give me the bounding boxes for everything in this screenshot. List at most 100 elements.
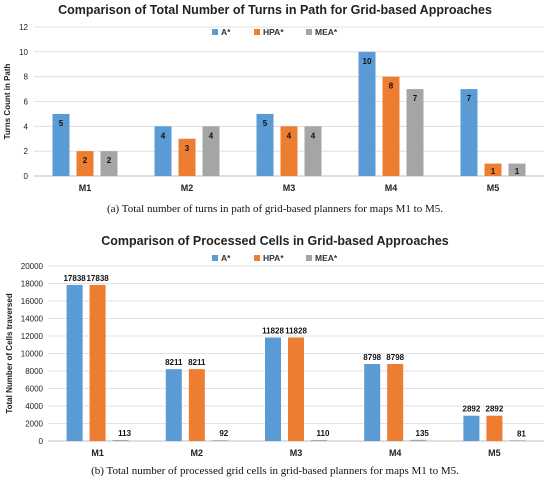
y-tick-label: 12	[19, 23, 28, 32]
data-label: 81	[517, 429, 526, 438]
legend-swatch	[254, 29, 260, 35]
bar	[280, 126, 298, 176]
legend-swatch	[212, 255, 218, 261]
figure-caption: (b) Total number of processed grid cells…	[91, 465, 459, 477]
bar-group-M2: 4 3 4 M2	[154, 126, 220, 193]
data-label: 17838	[86, 274, 109, 283]
bar-group-M5: 7 1 1 M5	[460, 89, 526, 193]
bar-group-M4: 10 8 7 M4	[358, 51, 424, 193]
y-axis-label: Turns Count in Path	[3, 63, 12, 139]
bar	[387, 364, 404, 441]
data-label: 10	[363, 57, 372, 66]
bar-group-M2: 8211 8211 92 M2	[165, 358, 229, 458]
data-label: 135	[416, 429, 430, 438]
legend-swatch	[254, 255, 260, 261]
bar	[364, 364, 381, 441]
chart-title: Comparison of Total Number of Turns in P…	[58, 3, 492, 17]
y-tick-label: 12000	[21, 332, 44, 341]
legend-label: A*	[221, 253, 231, 263]
y-tick-label: 0	[39, 437, 44, 446]
bar	[311, 440, 327, 441]
bar	[76, 151, 94, 176]
data-label: 1	[515, 167, 520, 176]
data-label: 7	[413, 94, 418, 103]
bar	[66, 284, 83, 441]
y-tick-label: 8	[24, 73, 29, 82]
bar	[188, 369, 205, 441]
y-tick-label: 10000	[21, 350, 44, 359]
y-tick-label: 4	[24, 122, 29, 131]
bar	[484, 163, 502, 176]
chart-title: Comparison of Processed Cells in Grid-ba…	[101, 234, 449, 248]
bar	[165, 369, 182, 441]
bar	[460, 89, 478, 176]
data-label: 5	[59, 119, 64, 128]
legend-swatch	[306, 29, 312, 35]
y-tick-label: 6	[24, 98, 29, 107]
y-tick-label: 10	[19, 48, 28, 57]
data-label: 110	[317, 429, 330, 438]
y-tick-label: 2000	[25, 420, 43, 429]
legend: A* HPA* MEA*	[212, 253, 338, 263]
category-label: M2	[191, 448, 204, 458]
data-label: 2	[107, 156, 112, 165]
legend-label: HPA*	[263, 27, 284, 37]
y-tick-label: 8000	[25, 367, 43, 376]
legend-label: A*	[221, 27, 231, 37]
bar	[410, 439, 427, 441]
category-label: M5	[487, 183, 500, 193]
bar	[508, 163, 526, 176]
chart-2: Comparison of Processed Cells in Grid-ba…	[5, 234, 544, 477]
data-label: 4	[161, 131, 166, 140]
bar	[52, 113, 70, 176]
data-label: 8211	[188, 358, 206, 367]
data-label: 92	[219, 429, 228, 438]
category-label: M5	[488, 448, 501, 458]
data-label: 8	[389, 82, 394, 91]
bar-group-M1: 5 2 2 M1	[52, 113, 118, 193]
data-label: 5	[263, 119, 268, 128]
data-label: 11828	[262, 327, 284, 336]
legend-swatch	[306, 255, 312, 261]
category-label: M4	[385, 183, 398, 193]
bar-group-M3: 11828 11828 110 M3	[262, 327, 330, 458]
data-label: 2892	[486, 405, 504, 414]
data-label: 4	[311, 131, 316, 140]
data-label: 2	[83, 156, 88, 165]
category-label: M1	[91, 448, 104, 458]
data-label: 11828	[285, 327, 307, 336]
bar	[288, 337, 304, 441]
legend-label: MEA*	[315, 27, 338, 37]
y-tick-label: 20000	[21, 262, 44, 271]
bar	[358, 51, 376, 177]
data-label: 4	[209, 131, 214, 140]
figure-caption: (a) Total number of turns in path of gri…	[107, 203, 443, 215]
bar-group-M4: 8798 8798 135 M4	[363, 353, 429, 458]
bar	[202, 126, 220, 176]
legend-label: HPA*	[263, 253, 284, 263]
category-label: M3	[283, 183, 296, 193]
y-tick-label: 16000	[21, 297, 44, 306]
data-label: 3	[185, 144, 190, 153]
bar	[178, 138, 196, 176]
bar-group-M3: 5 4 4 M3	[256, 113, 322, 193]
bar-group-M5: 2892 2892 81 M5	[463, 405, 527, 458]
data-label: 1	[491, 167, 496, 176]
data-label: 7	[467, 94, 472, 103]
data-label: 8211	[165, 358, 183, 367]
bar-group-M1: 17838 17838 113 M1	[63, 274, 131, 458]
bar	[100, 151, 118, 176]
chart-1: Comparison of Total Number of Turns in P…	[3, 3, 544, 215]
bar	[463, 415, 480, 441]
category-label: M3	[290, 448, 303, 458]
data-label: 17838	[63, 274, 86, 283]
data-label: 113	[118, 429, 131, 438]
bar	[112, 440, 129, 441]
data-label: 8798	[363, 353, 381, 362]
bar	[304, 126, 322, 176]
legend: A* HPA* MEA*	[212, 27, 338, 37]
y-tick-label: 4000	[25, 402, 43, 411]
y-axis-label: Total Number of Cells traversed	[5, 293, 14, 413]
bar	[509, 440, 526, 441]
data-label: 4	[287, 131, 292, 140]
